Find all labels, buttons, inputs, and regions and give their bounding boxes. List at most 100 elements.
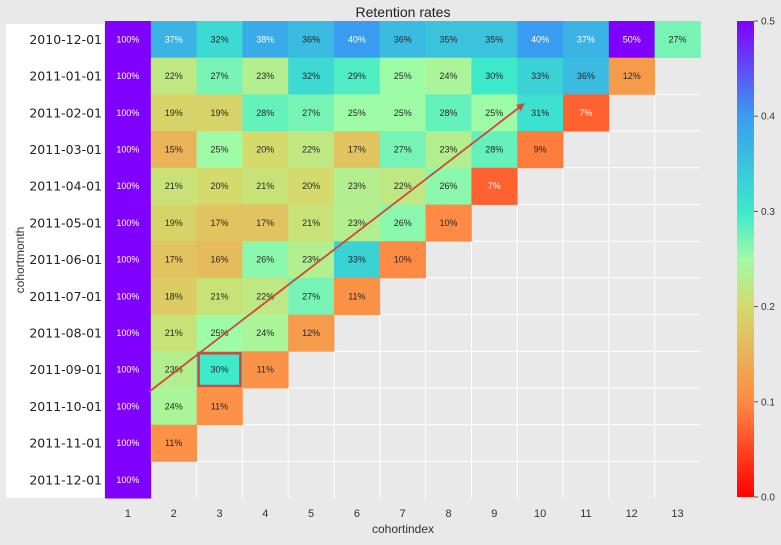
- cell-label: 9%: [534, 144, 547, 154]
- cell-label: 20%: [210, 181, 228, 191]
- colorbar-tick-label: 0.5: [761, 17, 775, 28]
- heatmap-cell: [608, 21, 655, 59]
- heatmap-cell: [379, 204, 426, 242]
- cell-label: 27%: [394, 144, 412, 154]
- cell-label: 25%: [210, 328, 228, 338]
- heatmap-cell: [425, 94, 472, 132]
- heatmap-cell: [517, 94, 564, 132]
- x-tick-label: 1: [125, 508, 131, 520]
- cell-label: 37%: [165, 34, 183, 44]
- colorbar-tick-label: 0.4: [761, 112, 775, 123]
- cell-label: 12%: [302, 328, 320, 338]
- heatmap-cell: [379, 241, 426, 279]
- trend-arrow: [148, 103, 525, 393]
- heatmap-cell: [654, 21, 701, 59]
- x-tick-label: 8: [445, 508, 451, 520]
- heatmap-cell: [105, 94, 152, 132]
- x-tick-label: 5: [308, 508, 314, 520]
- cell-label: 10%: [394, 255, 412, 265]
- heatmap-cell: [150, 424, 197, 462]
- heatmap-cell: [150, 351, 197, 389]
- y-tick-label: 2011-10-01: [29, 399, 102, 414]
- x-tick-label: 11: [580, 508, 591, 520]
- heatmap-cell: [288, 131, 335, 169]
- cell-label: 100%: [116, 328, 139, 338]
- cell-label: 17%: [165, 255, 183, 265]
- heatmap-cell: [288, 314, 335, 352]
- cell-label: 20%: [256, 144, 274, 154]
- heatmap-cell: [242, 131, 289, 169]
- heatmap-cell: [288, 241, 335, 279]
- cell-label: 33%: [531, 71, 549, 81]
- cell-label: 100%: [116, 401, 139, 411]
- heatmap-cell: [242, 351, 289, 389]
- cell-label: 40%: [348, 34, 366, 44]
- heatmap-cell: [334, 21, 381, 59]
- heatmap-cell: [242, 21, 289, 59]
- heatmap-cells: 100% 37% 32% 38% 36% 40% 36% 35% 35% 40% 37% 50% 27%…: [105, 21, 701, 499]
- heatmap-cell: [334, 241, 381, 279]
- heatmap-cell: [242, 167, 289, 205]
- heatmap-cell: [196, 351, 243, 389]
- y-tick-label: 2010-12-01: [29, 32, 102, 47]
- heatmap-cell: [608, 57, 655, 95]
- x-tick-label: 12: [626, 508, 638, 520]
- cell-label: 100%: [116, 218, 139, 228]
- cell-label: 27%: [302, 291, 320, 301]
- heatmap-cell: [150, 314, 197, 352]
- heatmap-cell: [242, 94, 289, 132]
- heatmap-cell: [196, 314, 243, 352]
- heatmap-cell: [334, 204, 381, 242]
- heatmap-cell: [517, 57, 564, 95]
- x-tick-label: 13: [671, 508, 683, 520]
- cell-label: 36%: [394, 34, 412, 44]
- cell-label: 100%: [116, 71, 139, 81]
- heatmap-cell: [150, 167, 197, 205]
- cell-label: 32%: [210, 34, 228, 44]
- heatmap-cell: [105, 388, 152, 426]
- heatmap-cell: [288, 204, 335, 242]
- cell-label: 26%: [256, 255, 274, 265]
- y-tick-label: 2011-01-01: [29, 69, 102, 84]
- x-tick-label: 9: [491, 508, 497, 520]
- cell-label: 30%: [485, 71, 503, 81]
- cell-label: 24%: [165, 401, 183, 411]
- cell-label: 100%: [116, 144, 139, 154]
- heatmap-cell: [379, 131, 426, 169]
- heatmap-cell: [425, 57, 472, 95]
- heatmap-cell: [242, 241, 289, 279]
- heatmap-cell: [517, 21, 564, 59]
- y-tick-label: 2011-05-01: [29, 215, 102, 230]
- heatmap-cell: [150, 94, 197, 132]
- cell-label: 31%: [531, 108, 549, 118]
- heatmap-cell: [196, 167, 243, 205]
- cell-label: 25%: [394, 108, 412, 118]
- x-tick-labels: 1 2 3 4 5 6 7 8 9 10 11 12 13: [125, 508, 684, 520]
- heatmap-cell: [150, 57, 197, 95]
- cell-label: 25%: [210, 144, 228, 154]
- cell-label: 21%: [210, 291, 228, 301]
- cell-label: 32%: [302, 71, 320, 81]
- heatmap-cell: [517, 131, 564, 169]
- cell-label: 35%: [485, 34, 503, 44]
- cell-label: 100%: [116, 475, 139, 485]
- y-tick-label: 2011-06-01: [29, 252, 102, 267]
- cell-label: 23%: [439, 144, 457, 154]
- heatmap-cell: [105, 167, 152, 205]
- heatmap-cell: [105, 424, 152, 462]
- heatmap-cell: [196, 57, 243, 95]
- heatmap-cell: [425, 204, 472, 242]
- cell-label: 100%: [116, 365, 139, 375]
- heatmap-cell: [150, 21, 197, 59]
- cell-label: 36%: [302, 34, 320, 44]
- cell-label: 23%: [165, 365, 183, 375]
- heatmap-cell: [563, 57, 610, 95]
- x-tick-label: 2: [171, 508, 177, 520]
- annotations: [148, 103, 525, 393]
- y-tick-label: 2011-02-01: [29, 105, 102, 120]
- heatmap-cell: [379, 167, 426, 205]
- heatmap-cell: [150, 131, 197, 169]
- y-tick-label: 2011-08-01: [29, 325, 102, 340]
- cell-label: 26%: [394, 218, 412, 228]
